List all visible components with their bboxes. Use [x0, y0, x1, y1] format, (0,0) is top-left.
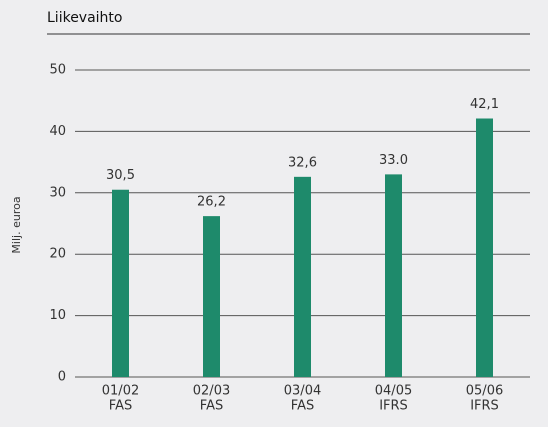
x-tick-label: 03/04	[284, 384, 321, 399]
bar	[294, 176, 311, 377]
x-tick-label: FAS	[291, 399, 314, 414]
value-label: 26,2	[197, 195, 226, 210]
y-tick-label: 40	[49, 124, 66, 139]
x-tick-label: 01/02	[102, 384, 139, 399]
value-label: 30,5	[106, 168, 135, 183]
x-tick-label: IFRS	[379, 399, 408, 414]
y-tick-label: 20	[49, 247, 66, 262]
chart-title: Liikevaihto	[47, 10, 122, 26]
y-tick-label: 0	[58, 370, 66, 385]
y-tick-label: 50	[49, 63, 66, 78]
bar	[112, 189, 129, 377]
value-label: 42,1	[470, 97, 499, 112]
y-axis-label: Milj. euroa	[10, 196, 23, 253]
value-label: 32,6	[288, 155, 317, 170]
x-tick-label: FAS	[109, 399, 132, 414]
x-tick-label: FAS	[200, 399, 223, 414]
bar	[385, 174, 402, 377]
bar	[203, 216, 220, 377]
bar	[476, 118, 493, 378]
y-tick-label: 30	[49, 185, 66, 200]
x-tick-label: IFRS	[470, 399, 499, 414]
x-tick-label: 02/03	[193, 384, 230, 399]
x-tick-label: 05/06	[466, 384, 503, 399]
x-tick-label: 04/05	[375, 384, 412, 399]
value-label: 33.0	[379, 153, 408, 168]
y-tick-label: 10	[49, 308, 66, 323]
